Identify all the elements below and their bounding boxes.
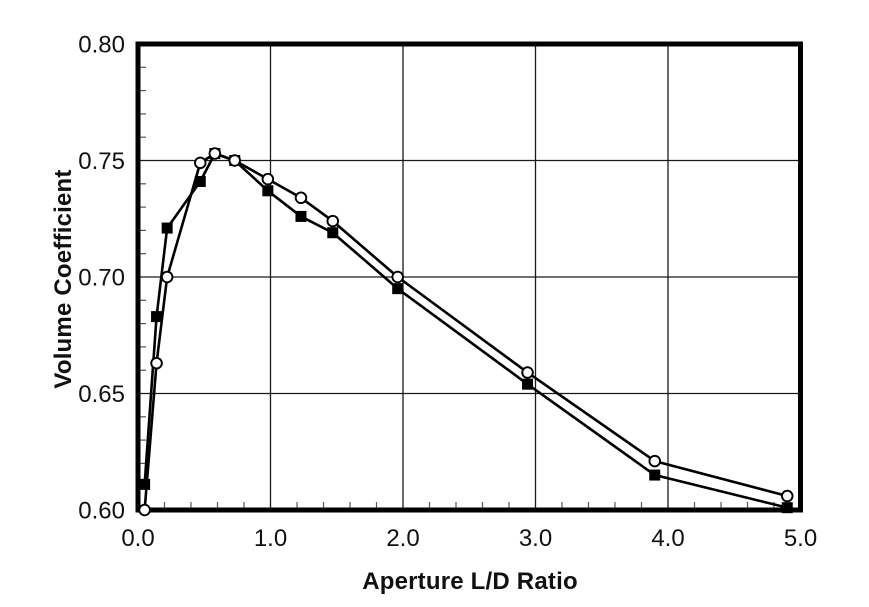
filled-square-marker: [151, 311, 163, 323]
y-tick-label: 0.80: [78, 32, 125, 59]
filled-square-marker: [522, 378, 534, 390]
filled-square-marker: [649, 469, 661, 481]
filled-square-marker: [139, 478, 151, 490]
open-circle-marker: [326, 214, 340, 228]
open-circle-marker: [160, 270, 174, 284]
plot-border: [135, 41, 803, 513]
y-tick-label: 0.60: [78, 498, 125, 525]
filled-square-marker: [194, 175, 206, 187]
open-circle-marker: [228, 154, 241, 167]
open-circle-marker: [391, 270, 404, 284]
y-axis-title: Volume Coefficient: [50, 169, 77, 389]
y-tick-label: 0.65: [78, 381, 125, 408]
x-axis-title: Aperture L/D Ratio: [362, 568, 578, 595]
filled-square-series-line: [143, 152, 789, 509]
x-tick-label: 4.0: [651, 525, 684, 552]
filled-square-marker: [781, 502, 793, 514]
filled-square-marker: [327, 227, 339, 239]
open-circle-marker: [294, 191, 308, 205]
y-tick-label: 0.70: [78, 265, 125, 292]
open-circle-marker: [648, 454, 662, 468]
x-tick-label: 0.0: [121, 525, 154, 552]
y-tick-label: 0.75: [78, 148, 125, 175]
filled-square-marker: [392, 283, 404, 295]
open-circle-marker: [781, 489, 794, 503]
open-circle-marker: [521, 366, 534, 379]
open-circle-marker: [150, 356, 163, 370]
filled-square-marker: [262, 185, 274, 197]
x-tick-label: 2.0: [386, 525, 419, 552]
open-circle-series-line: [143, 152, 789, 512]
open-circle-marker: [194, 156, 207, 170]
x-tick-label: 5.0: [784, 525, 817, 552]
open-circle-marker: [261, 172, 275, 186]
filled-square-marker: [161, 222, 173, 234]
x-tick-label: 1.0: [254, 525, 287, 552]
open-circle-marker: [208, 147, 222, 160]
x-tick-label: 3.0: [519, 525, 552, 552]
filled-square-marker: [295, 210, 307, 222]
open-circle-marker: [138, 503, 151, 517]
